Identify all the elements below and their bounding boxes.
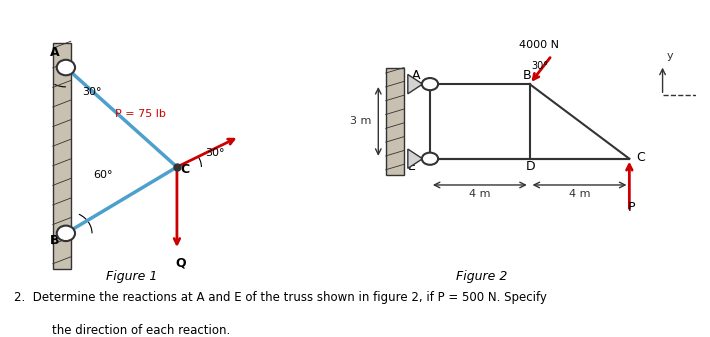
Text: Q: Q — [175, 256, 186, 270]
Text: A: A — [50, 47, 59, 60]
Text: 60°: 60° — [94, 170, 113, 180]
Circle shape — [57, 60, 75, 75]
Text: 30°: 30° — [82, 87, 102, 97]
Text: 4000 N: 4000 N — [519, 40, 559, 50]
Text: 4 m: 4 m — [569, 189, 590, 200]
Text: 30°: 30° — [532, 61, 549, 71]
Text: D: D — [526, 160, 535, 173]
Text: P: P — [628, 201, 635, 214]
Bar — [386, 67, 404, 175]
Text: P = 75 lb: P = 75 lb — [115, 109, 165, 119]
Polygon shape — [408, 74, 422, 94]
Circle shape — [422, 153, 438, 165]
Text: Figure 2: Figure 2 — [456, 270, 508, 283]
Polygon shape — [408, 149, 422, 168]
Bar — [53, 43, 71, 269]
Text: C: C — [637, 152, 645, 164]
Text: 4 m: 4 m — [469, 189, 491, 200]
Text: E: E — [408, 160, 415, 173]
Text: C: C — [180, 162, 190, 176]
Text: B: B — [50, 235, 59, 247]
Text: 30°: 30° — [204, 148, 224, 158]
Text: B: B — [523, 69, 531, 82]
Text: y: y — [666, 51, 673, 61]
Circle shape — [57, 225, 75, 241]
Circle shape — [422, 78, 438, 90]
Text: 3 m: 3 m — [349, 116, 371, 126]
Text: 2.  Determine the reactions at A and E of the truss shown in figure 2, if P = 50: 2. Determine the reactions at A and E of… — [14, 291, 547, 304]
Text: A: A — [412, 69, 420, 82]
Text: the direction of each reaction.: the direction of each reaction. — [53, 324, 231, 337]
Text: Figure 1: Figure 1 — [106, 270, 157, 283]
